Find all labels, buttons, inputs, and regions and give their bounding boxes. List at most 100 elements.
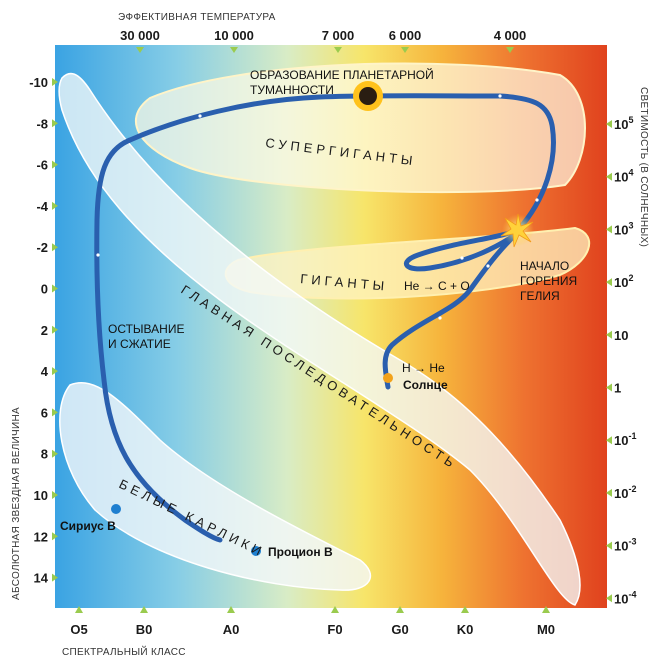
bottom-tick-label: O5 (70, 622, 87, 637)
left-tick-marker (52, 243, 58, 252)
right-tick-marker (606, 436, 612, 445)
planetary-nebula-label-1: ОБРАЗОВАНИЕ ПЛАНЕТАРНОЙ (250, 67, 434, 82)
right-tick-label: 10-3 (614, 537, 636, 554)
right-tick-marker (606, 594, 612, 603)
top-tick-label: 10 000 (214, 28, 254, 43)
right-tick-label: 103 (614, 220, 633, 237)
track-arrows (96, 94, 539, 497)
white-dwarfs-band (59, 382, 372, 591)
left-tick-marker (52, 573, 58, 582)
right-tick-label: 104 (614, 168, 633, 185)
left-tick-label: -8 (36, 116, 48, 131)
left-tick-marker (52, 325, 58, 334)
left-tick-label: 6 (41, 405, 48, 420)
left-tick-marker (52, 408, 58, 417)
right-axis-title: СВЕТИМОСТЬ (В СОЛНЕЧНЫХ) (638, 87, 649, 247)
right-tick-exponent: 5 (628, 115, 633, 125)
planetary-nebula-icon (359, 87, 377, 105)
right-tick-exponent: 2 (628, 273, 633, 283)
right-tick-marker (606, 172, 612, 181)
left-tick-marker (52, 201, 58, 210)
right-tick-exponent: 4 (628, 168, 633, 178)
top-tick-marker (506, 47, 514, 53)
bottom-tick-marker (396, 606, 404, 613)
left-tick-label: 14 (34, 571, 49, 586)
left-tick-marker (52, 491, 58, 499)
supergiants-band (134, 62, 586, 194)
top-axis-title: ЭФФЕКТИВНАЯ ТЕМПЕРАТУРА (118, 12, 276, 23)
left-tick-label: -10 (29, 75, 48, 90)
planetary-nebula-label-2: ТУМАННОСТИ (250, 83, 334, 97)
bottom-tick-marker (140, 606, 148, 613)
left-tick-marker (52, 532, 58, 541)
right-tick-marker (606, 225, 612, 234)
right-tick-exponent: 3 (628, 220, 633, 230)
bottom-tick-marker (331, 606, 339, 613)
left-tick-marker (52, 78, 58, 86)
right-tick-marker (606, 541, 612, 550)
bottom-axis-title: СПЕКТРАЛЬНЫЙ КЛАСС (62, 645, 186, 658)
helium-flash-icon (500, 213, 534, 248)
top-tick-marker (334, 47, 342, 53)
evolution-track (94, 93, 556, 543)
bottom-tick-label: G0 (391, 622, 408, 637)
right-tick-marker (606, 383, 612, 392)
sirius-b-marker (111, 504, 121, 514)
top-tick-label: 4 000 (494, 28, 527, 43)
left-tick-marker (52, 449, 58, 458)
right-tick-label: 10 (614, 328, 628, 343)
top-tick-marker (136, 47, 144, 53)
right-tick-exponent: -2 (628, 484, 636, 494)
top-tick-marker (230, 47, 238, 53)
top-tick-label: 30 000 (120, 28, 160, 43)
right-tick-label: 102 (614, 273, 633, 290)
cooling-label-1: ОСТЫВАНИЕ (108, 322, 184, 336)
sun-marker (383, 373, 393, 383)
sun-label: Солнце (403, 378, 448, 392)
left-tick-label: 10 (34, 488, 48, 503)
top-tick-label: 6 000 (389, 28, 422, 43)
left-tick-label: 2 (41, 323, 48, 338)
left-tick-label: -2 (36, 240, 48, 255)
bottom-tick-label: A0 (223, 622, 240, 637)
left-axis-ticks: -10 -8 -6 -4 -2 0 2 4 6 8 10 12 14 (29, 75, 58, 586)
right-tick-marker (606, 330, 612, 339)
right-tick-marker (606, 278, 612, 287)
bottom-tick-label: K0 (457, 622, 474, 637)
bottom-tick-marker (542, 606, 550, 613)
bottom-tick-marker (227, 606, 235, 613)
right-tick-label: 10-4 (614, 589, 636, 606)
he-c-o-label: He → C + O (404, 279, 470, 293)
procyon-b-marker (251, 546, 261, 556)
right-tick-label: 1 (614, 381, 621, 396)
bottom-axis-ticks: O5 B0 A0 F0 G0 K0 M0 (70, 606, 555, 637)
bottom-tick-marker (75, 606, 83, 613)
bottom-tick-label: M0 (537, 622, 555, 637)
cooling-label-2: И СЖАТИЕ (108, 337, 171, 351)
top-axis-ticks: 30 000 10 000 7 000 6 000 4 000 (120, 28, 526, 53)
left-tick-label: 0 (41, 282, 48, 297)
sirius-b-label: Сириус В (60, 519, 116, 533)
left-tick-marker (52, 367, 58, 376)
right-tick-label: 105 (614, 115, 633, 132)
helium-label-3: ГЕЛИЯ (520, 289, 560, 303)
right-tick-label: 10-1 (614, 431, 636, 448)
left-tick-label: 8 (41, 447, 48, 462)
h-he-label: H → He (402, 361, 445, 375)
bottom-tick-label: F0 (327, 622, 342, 637)
right-tick-marker (606, 120, 612, 128)
helium-label-2: ГОРЕНИЯ (520, 274, 577, 288)
left-tick-label: 4 (41, 364, 49, 379)
left-tick-marker (52, 119, 58, 128)
left-tick-label: -4 (36, 199, 48, 214)
right-tick-exponent: -3 (628, 537, 636, 547)
left-tick-label: 12 (34, 529, 48, 544)
left-tick-label: -6 (36, 158, 48, 173)
helium-label-1: НАЧАЛО (520, 259, 569, 273)
right-tick-exponent: -4 (628, 589, 636, 599)
top-tick-marker (401, 47, 409, 53)
right-tick-label: 10-2 (614, 484, 636, 501)
